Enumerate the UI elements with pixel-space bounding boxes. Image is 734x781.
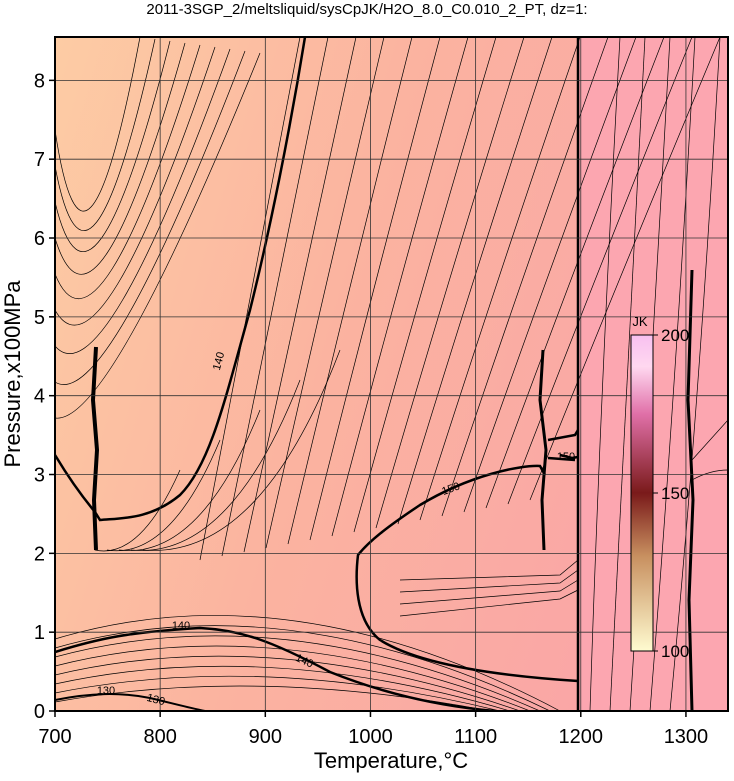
contour-line	[130, 379, 301, 551]
y-tick-label: 1	[34, 622, 45, 644]
contour-line	[55, 37, 141, 212]
x-tick-label: 1100	[454, 726, 497, 748]
contour-label: 150	[557, 451, 575, 463]
contour-line	[55, 655, 521, 711]
contour-line	[399, 579, 579, 605]
y-tick-label: 6	[34, 228, 45, 250]
contour-line	[669, 37, 721, 711]
contour-label: 130	[145, 692, 166, 708]
y-tick-label: 7	[34, 149, 45, 171]
grid	[55, 37, 728, 711]
contour-line	[375, 37, 525, 529]
contour-line	[55, 665, 511, 711]
x-tick-label: 700	[38, 726, 71, 748]
contour-line	[691, 469, 728, 481]
x-tick-label: 1300	[664, 726, 709, 748]
contour-label: 140	[211, 351, 227, 372]
contour-line	[55, 42, 186, 275]
contour-line	[55, 50, 246, 385]
plot-area	[55, 37, 728, 711]
y-tick-label: 2	[34, 543, 45, 565]
colorbar-tick-label: 200	[661, 326, 689, 345]
contour-line	[55, 44, 201, 300]
contour-line	[485, 37, 665, 509]
contour-line	[55, 48, 231, 355]
colorbar-tick-label: 150	[661, 484, 689, 503]
contour-line	[199, 37, 301, 561]
contour-label: 140	[172, 620, 190, 632]
contour-line	[353, 37, 497, 533]
contour-line	[397, 37, 553, 525]
contour-line	[55, 38, 156, 231]
contour-line	[55, 615, 561, 711]
colorbar-tick-label: 100	[661, 642, 689, 661]
contour-line	[55, 625, 551, 711]
contour-line	[463, 37, 637, 513]
contour-line	[221, 37, 329, 557]
contour-line	[529, 37, 721, 501]
contour-line	[691, 419, 728, 461]
contour-line	[55, 675, 501, 711]
contour-line	[94, 469, 181, 552]
contour-line	[118, 409, 261, 551]
contour-line	[55, 635, 541, 711]
x-axis-label: Temperature,°C	[314, 748, 468, 773]
contour-label: 150	[440, 480, 461, 498]
y-tick-label: 4	[34, 386, 45, 408]
contour-line	[399, 569, 579, 593]
plot-frame	[54, 36, 729, 712]
x-tick-label: 800	[143, 726, 176, 748]
contour-line	[399, 589, 579, 617]
colorbar	[630, 334, 654, 652]
contour-line	[507, 37, 693, 505]
contour-line	[649, 37, 696, 711]
contour-line	[309, 37, 441, 541]
contour-line	[287, 37, 413, 545]
y-tick-label: 8	[34, 70, 45, 92]
y-axis-label: Pressure,x100MPa	[0, 280, 25, 468]
bold-contours	[55, 37, 695, 711]
contour-line	[55, 52, 261, 419]
y-tick-label: 0	[34, 701, 45, 723]
contour-line	[419, 37, 581, 521]
x-tick-label: 1000	[348, 726, 393, 748]
y-tick-label: 5	[34, 307, 45, 329]
contour-line	[441, 37, 609, 517]
contour-line	[331, 37, 469, 537]
contour-line	[142, 349, 341, 551]
x-tick-label: 1200	[559, 726, 604, 748]
contour-line	[399, 559, 579, 581]
colorbar-label: JK	[632, 314, 648, 329]
contour-line	[55, 46, 216, 326]
y-tick-label: 3	[34, 465, 45, 487]
contour-line	[265, 37, 385, 549]
chart-title: 2011-3SGP_2/meltsliquid/sysCpJK/H2O_8.0_…	[146, 1, 587, 18]
x-tick-label: 900	[249, 726, 282, 748]
contour-line	[589, 37, 621, 711]
contour-label: 130	[97, 685, 115, 697]
